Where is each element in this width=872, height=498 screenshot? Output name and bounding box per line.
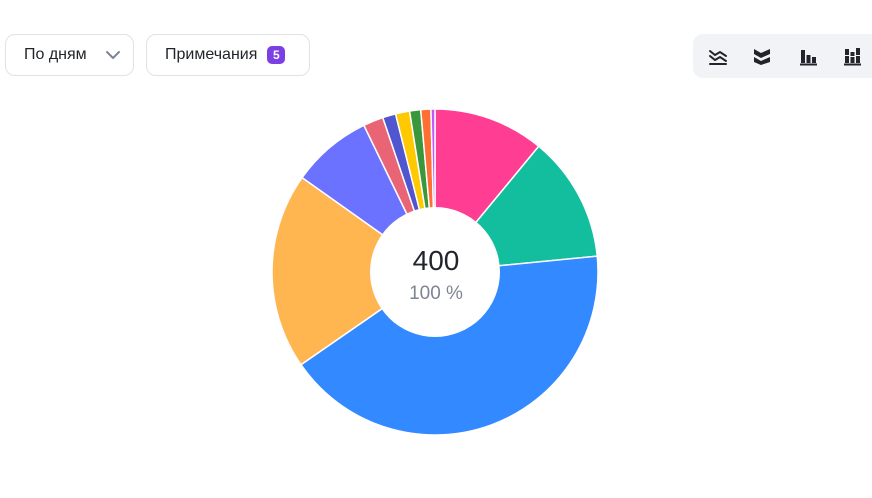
bar-chart-icon[interactable] bbox=[796, 44, 820, 68]
donut-hole bbox=[370, 207, 500, 337]
period-dropdown[interactable]: По дням bbox=[5, 34, 134, 76]
area-chart-icon[interactable] bbox=[706, 44, 730, 68]
stacked-area-icon[interactable] bbox=[750, 44, 774, 68]
total-value: 400 bbox=[413, 245, 460, 276]
total-percent: 100 % bbox=[409, 283, 463, 304]
period-dropdown-label: По дням bbox=[24, 46, 87, 63]
pie-slice-3[interactable] bbox=[299, 255, 599, 436]
chevron-down-icon bbox=[106, 51, 120, 59]
notes-count-badge: 5 bbox=[267, 46, 286, 64]
notes-button[interactable]: Примечания 5 bbox=[146, 34, 310, 76]
chart-type-toolbar bbox=[693, 34, 872, 78]
pie-slice-4[interactable] bbox=[271, 176, 437, 366]
stacked-bar-icon[interactable] bbox=[840, 44, 864, 68]
notes-button-label: Примечания bbox=[165, 46, 258, 63]
